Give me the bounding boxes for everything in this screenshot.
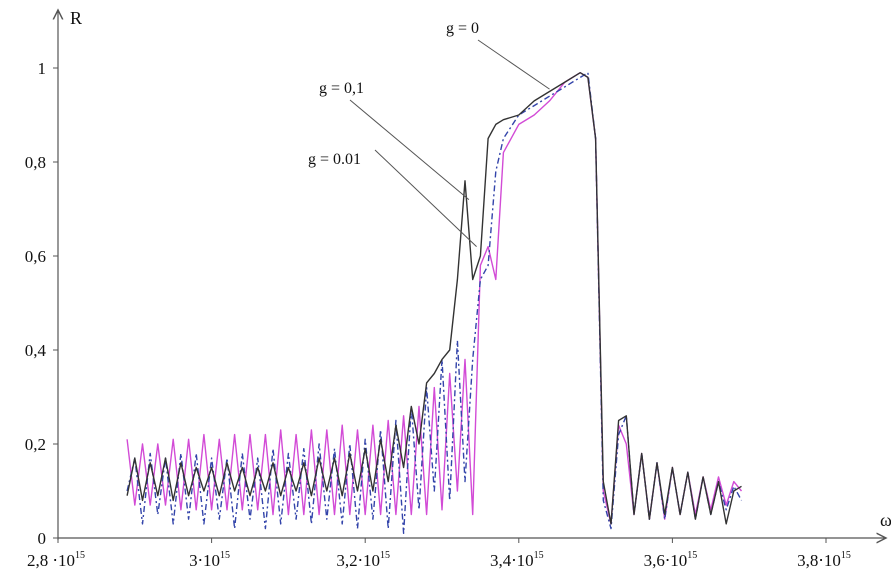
series-line: [126, 72, 743, 534]
annotation-leader: [349, 99, 470, 200]
x-tick-label: 3,8⋅1015: [797, 550, 851, 570]
x-axis-label: ω: [880, 510, 891, 530]
x-tick-label: 2,8 ⋅1015: [27, 550, 85, 570]
y-tick-label: 0: [38, 529, 47, 548]
y-tick-label: 0,2: [25, 435, 46, 454]
series-3: [126, 72, 742, 525]
x-tick-label: 3,2⋅1015: [336, 550, 390, 570]
y-tick-label: 0,6: [25, 247, 46, 266]
annotation-label: g = 0,1: [319, 80, 364, 97]
x-tick-label: 3,4⋅1015: [490, 550, 544, 570]
x-tick-label: 3,6⋅1015: [644, 550, 698, 570]
annotation-leader: [477, 39, 550, 90]
y-tick-label: 1: [38, 59, 47, 78]
annotation-label: g = 0.01: [308, 151, 361, 168]
series-line: [126, 72, 743, 525]
series-2: [126, 72, 743, 534]
y-tick-label: 0,8: [25, 153, 46, 172]
y-tick-label: 0,4: [25, 341, 47, 360]
annotation-leader: [374, 149, 477, 247]
series-line: [126, 72, 742, 525]
y-axis-label: R: [70, 8, 82, 28]
annotation-label: g = 0: [446, 20, 479, 37]
series-1: [126, 72, 743, 525]
axes: R ω: [58, 8, 891, 540]
x-tick-label: 3⋅1015: [189, 550, 230, 570]
